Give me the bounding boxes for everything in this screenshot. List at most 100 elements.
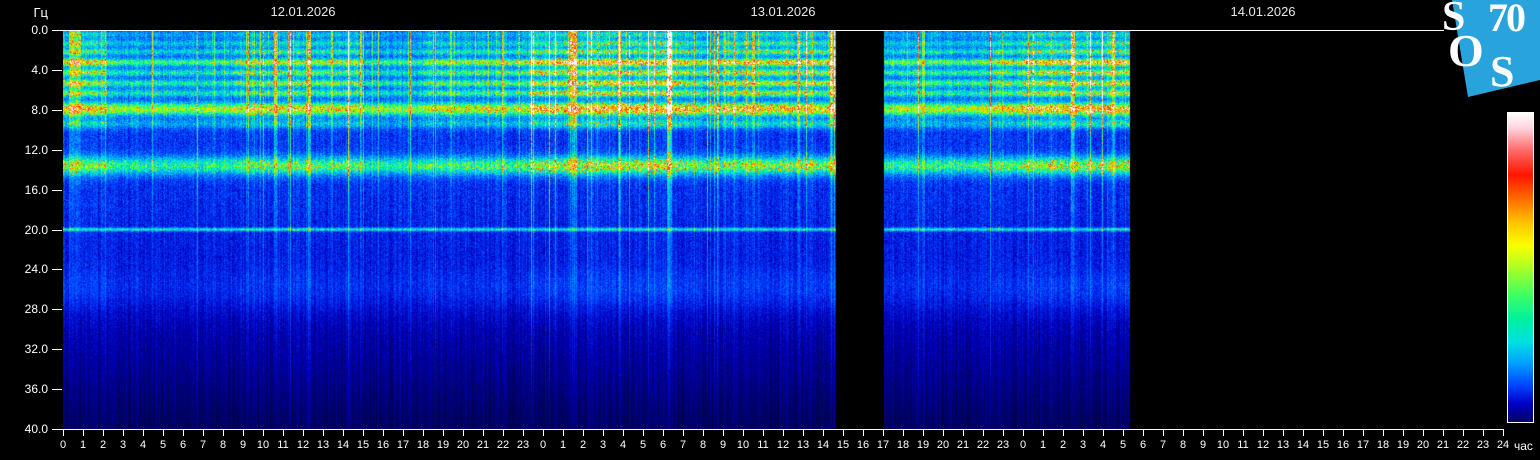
hour-tick-label: 9 [1199,439,1207,451]
hour-tick [443,429,444,436]
hour-tick [1483,429,1484,436]
hour-tick-label: 20 [1416,439,1430,451]
hour-tick-label: 11 [757,439,769,451]
hour-tick-label: 19 [436,439,450,451]
time-unit-label: час [1514,439,1533,453]
hour-tick [503,429,504,436]
freq-tick-label: 28.0 [24,302,48,316]
hour-tick [1263,429,1264,436]
hour-tick-label: 0 [539,439,547,451]
hour-tick-label: 9 [719,439,727,451]
freq-tick [52,389,62,390]
hour-tick [1183,429,1184,436]
hour-tick-label: 2 [99,439,107,451]
hour-tick-label: 23 [996,439,1010,451]
hour-tick-label: 22 [496,439,510,451]
hour-tick-label: 8 [699,439,707,451]
hour-tick [543,429,544,436]
hour-tick [803,429,804,436]
hour-tick-label: 5 [1119,439,1127,451]
hour-tick [783,429,784,436]
hour-tick [1343,429,1344,436]
hour-tick [1223,429,1224,436]
hour-tick [1103,429,1104,436]
hour-tick-label: 24 [1496,439,1510,451]
hour-tick [1163,429,1164,436]
hour-tick [203,429,204,436]
hour-tick [283,429,284,436]
hour-tick [363,429,364,436]
freq-tick-label: 8.0 [31,103,48,117]
hour-tick-label: 13 [316,439,330,451]
hour-tick [63,429,64,436]
hour-tick [1043,429,1044,436]
hour-tick [383,429,384,436]
hour-tick [623,429,624,436]
hour-tick [1003,429,1004,436]
hour-tick [1243,429,1244,436]
hour-tick-label: 9 [239,439,247,451]
hour-tick-label: 7 [679,439,687,451]
hour-tick [423,429,424,436]
hour-tick [983,429,984,436]
hour-tick [223,429,224,436]
hour-tick-label: 12 [1256,439,1270,451]
hour-tick-label: 22 [1456,439,1470,451]
freq-tick-label: 16.0 [24,183,48,197]
hour-tick [1283,429,1284,436]
hour-tick [163,429,164,436]
spectrogram-canvas [63,31,1503,429]
hour-tick [243,429,244,436]
hour-tick-label: 23 [516,439,530,451]
hour-tick-label: 21 [1436,439,1450,451]
hour-tick [863,429,864,436]
hour-tick-label: 5 [639,439,647,451]
hour-tick-label: 4 [1099,439,1107,451]
hour-tick [1403,429,1404,436]
hour-tick-label: 0 [59,439,67,451]
plot-top-border [58,30,1444,31]
hour-tick-label: 17 [396,439,410,451]
hour-tick-label: 16 [376,439,390,451]
hour-tick-label: 14 [816,439,830,451]
logo-letter-s-bottom: S [1490,47,1515,96]
hour-tick [663,429,664,436]
hour-tick-label: 3 [1079,439,1087,451]
hour-tick-label: 20 [456,439,470,451]
hour-tick-label: 12 [776,439,790,451]
freq-tick-label: 0.0 [31,23,48,37]
hour-tick-label: 17 [1356,439,1370,451]
hour-tick-label: 22 [976,439,990,451]
hour-tick [823,429,824,436]
freq-tick [52,269,62,270]
hour-tick-label: 10 [1216,439,1230,451]
hour-tick [683,429,684,436]
hour-tick-label: 19 [1396,439,1410,451]
hour-tick-label: 15 [356,439,370,451]
freq-tick [52,349,62,350]
hour-tick-label: 14 [1296,439,1310,451]
freq-tick [52,150,62,151]
hour-tick-label: 0 [1019,439,1027,451]
hour-tick-label: 16 [856,439,870,451]
hour-tick-label: 16 [1336,439,1350,451]
hour-tick [1323,429,1324,436]
hour-tick [343,429,344,436]
hour-tick-label: 18 [896,439,910,451]
hour-tick [883,429,884,436]
hour-tick [763,429,764,436]
freq-tick-label: 32.0 [24,342,48,356]
logo-letter-o: O [1448,25,1484,76]
freq-tick-label: 4.0 [31,63,48,77]
hour-tick [1123,429,1124,436]
hour-tick-label: 17 [876,439,890,451]
hour-tick-label: 19 [916,439,930,451]
hour-tick-label: 12 [296,439,310,451]
freq-tick [52,309,62,310]
hour-tick [643,429,644,436]
hour-tick [1303,429,1304,436]
logo-shape [1452,0,1540,97]
hour-tick [463,429,464,436]
hour-tick [603,429,604,436]
